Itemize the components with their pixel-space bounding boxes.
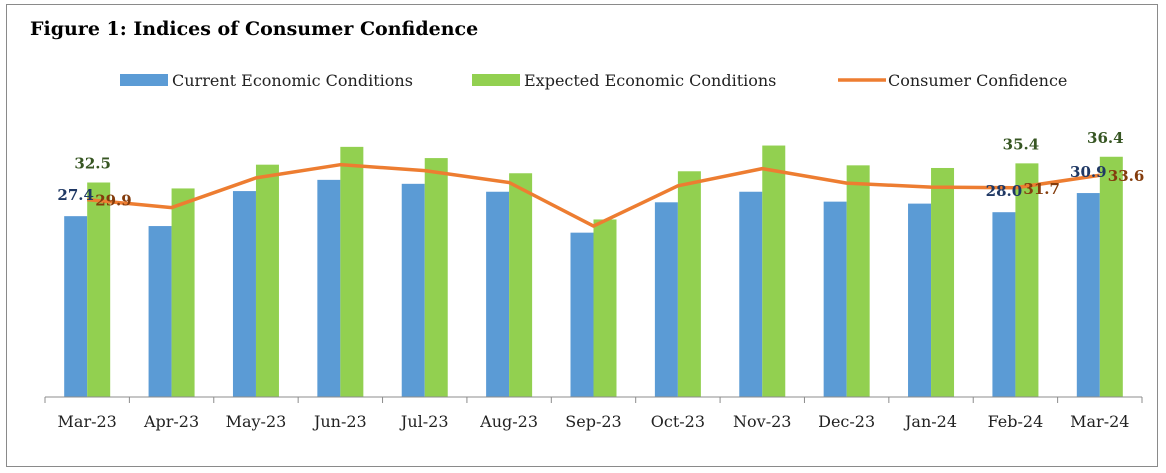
expected-bar-dec-23 (846, 165, 870, 397)
x-tick-label-dec-23: Dec-23 (818, 412, 875, 431)
figure-title: Figure 1: Indices of Consumer Confidence (30, 18, 479, 40)
legend-label-2: Consumer Confidence (888, 71, 1067, 90)
x-tick-label-jun-23: Jun-23 (312, 412, 367, 431)
current-bar-aug-23 (486, 191, 510, 397)
current-bar-oct-23 (654, 202, 678, 397)
x-tick-label-jan-24: Jan-24 (903, 412, 957, 431)
current-bar-mar-23 (64, 216, 88, 397)
expected-bar-mar-24 (1099, 156, 1123, 397)
expected-data-label-feb-24: 35.4 (1003, 135, 1040, 153)
current-data-label-mar-23: 27.4 (57, 186, 94, 204)
current-data-label-feb-24: 28.0 (986, 182, 1023, 200)
x-tick-label-aug-23: Aug-23 (479, 412, 538, 431)
expected-bar-jun-23 (340, 146, 364, 397)
x-tick-label-feb-24: Feb-24 (988, 412, 1044, 431)
legend-label-0: Current Economic Conditions (172, 71, 413, 90)
current-bar-apr-23 (148, 226, 172, 397)
x-tick-label-may-23: May-23 (226, 412, 287, 431)
legend-swatch-1 (472, 74, 520, 86)
confidence-data-label-mar-23: 29.9 (95, 192, 132, 210)
x-tick-label-mar-24: Mar-24 (1070, 412, 1129, 431)
current-bar-jun-23 (317, 179, 341, 397)
current-bar-jul-23 (401, 183, 425, 397)
legend-swatch-0 (120, 74, 168, 86)
expected-data-label-mar-23: 32.5 (74, 155, 111, 173)
current-bar-feb-24 (992, 212, 1016, 397)
expected-bar-may-23 (255, 164, 279, 397)
expected-bar-jul-23 (424, 158, 448, 397)
expected-bar-oct-23 (677, 171, 701, 397)
expected-bar-mar-23 (87, 182, 111, 397)
current-bar-nov-23 (739, 191, 763, 397)
expected-bar-nov-23 (762, 145, 786, 397)
current-bar-mar-24 (1076, 193, 1100, 397)
x-tick-label-oct-23: Oct-23 (651, 412, 705, 431)
x-tick-label-sep-23: Sep-23 (565, 412, 621, 431)
current-bar-dec-23 (823, 201, 847, 397)
expected-bar-apr-23 (171, 188, 195, 397)
current-bar-jan-24 (908, 203, 932, 397)
confidence-data-label-mar-24: 33.6 (1108, 167, 1145, 185)
expected-bar-feb-24 (1015, 163, 1039, 397)
confidence-data-label-feb-24: 31.7 (1023, 180, 1060, 198)
current-data-label-mar-24: 30.9 (1070, 163, 1107, 181)
x-tick-label-apr-23: Apr-23 (143, 412, 199, 431)
current-bar-may-23 (232, 191, 256, 397)
current-bar-sep-23 (570, 232, 594, 397)
expected-data-label-mar-24: 36.4 (1087, 129, 1124, 147)
x-tick-label-mar-23: Mar-23 (58, 412, 117, 431)
expected-bar-sep-23 (593, 219, 617, 397)
expected-bar-jan-24 (931, 167, 955, 397)
expected-bar-aug-23 (509, 173, 533, 397)
x-tick-label-jul-23: Jul-23 (399, 412, 449, 431)
x-tick-label-nov-23: Nov-23 (733, 412, 791, 431)
legend-label-1: Expected Economic Conditions (524, 71, 776, 90)
